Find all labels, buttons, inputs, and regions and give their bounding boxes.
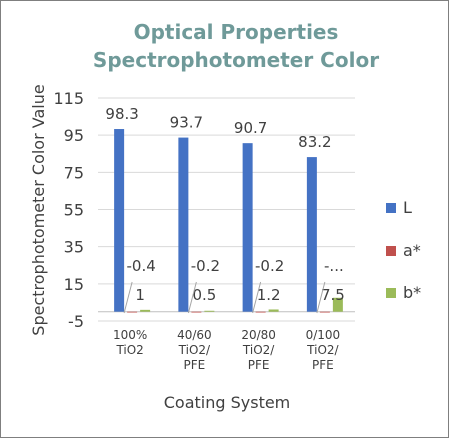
data-label-bstar-0: 1 bbox=[135, 286, 145, 304]
data-label-bstar-2: 1.2 bbox=[257, 286, 281, 304]
x-tick-label: TiO2 bbox=[115, 343, 143, 357]
legend-label-L: L bbox=[403, 198, 412, 217]
bar-astar-1 bbox=[191, 311, 202, 313]
bar-astar-2 bbox=[255, 311, 266, 313]
leader-line bbox=[123, 281, 133, 314]
legend-swatch-L bbox=[386, 203, 396, 213]
data-label-L-3: 83.2 bbox=[298, 133, 331, 151]
x-tick-label: TiO2/ bbox=[178, 343, 211, 357]
legend-swatch-astar bbox=[386, 246, 396, 256]
x-tick-label: PFE bbox=[312, 358, 334, 372]
x-axis-label: Coating System bbox=[164, 393, 291, 412]
y-tick-label: 95 bbox=[64, 126, 84, 145]
y-tick-label: 15 bbox=[64, 275, 84, 294]
data-label-L-2: 90.7 bbox=[234, 119, 267, 137]
data-label-bstar-3: 7.5 bbox=[321, 286, 345, 304]
legend-label-astar: a* bbox=[403, 241, 421, 260]
x-tick-label: 40/60 bbox=[177, 328, 212, 342]
x-tick-label: TiO2/ bbox=[242, 343, 275, 357]
legend-swatch-bstar bbox=[386, 288, 396, 298]
y-tick-label: 115 bbox=[53, 89, 84, 108]
data-label-L-0: 98.3 bbox=[105, 105, 138, 123]
bar-bstar-1 bbox=[204, 310, 215, 312]
data-label-astar-1: -0.2 bbox=[191, 257, 220, 275]
bar-bstar-0 bbox=[140, 309, 151, 312]
y-tick-label: -5 bbox=[68, 312, 84, 331]
bar-L-3 bbox=[306, 157, 317, 312]
x-tick-label: TiO2/ bbox=[306, 343, 339, 357]
legend-label-bstar: b* bbox=[403, 283, 421, 302]
x-tick-label: 20/80 bbox=[241, 328, 276, 342]
bar-astar-3 bbox=[319, 311, 330, 313]
bar-bstar-3 bbox=[332, 297, 343, 312]
chart-title-line-1: Optical Properties bbox=[133, 20, 339, 44]
bar-L-1 bbox=[178, 137, 189, 312]
bar-L-0 bbox=[114, 129, 125, 312]
data-label-astar-3: -... bbox=[324, 257, 344, 275]
bar-L-2 bbox=[242, 143, 253, 312]
data-label-L-1: 93.7 bbox=[170, 114, 203, 132]
y-tick-label: 35 bbox=[64, 238, 84, 257]
y-axis-label: Spectrophotometer Color Value bbox=[29, 84, 48, 335]
y-tick-label: 75 bbox=[64, 163, 84, 182]
leader-line bbox=[252, 281, 262, 314]
leader-line bbox=[316, 281, 326, 314]
data-label-astar-2: -0.2 bbox=[255, 257, 284, 275]
bar-bstar-2 bbox=[268, 309, 279, 312]
y-tick-label: 55 bbox=[64, 201, 84, 220]
chart-title-line-2: Spectrophotometer Color bbox=[92, 48, 380, 72]
data-label-astar-0: -0.4 bbox=[126, 257, 155, 275]
x-tick-label: PFE bbox=[248, 358, 270, 372]
x-tick-label: 100% bbox=[113, 328, 147, 342]
data-label-bstar-1: 0.5 bbox=[192, 286, 216, 304]
leader-line bbox=[187, 281, 197, 314]
x-tick-label: 0/100 bbox=[306, 328, 341, 342]
x-tick-label: PFE bbox=[184, 358, 206, 372]
bar-astar-0 bbox=[127, 311, 138, 313]
